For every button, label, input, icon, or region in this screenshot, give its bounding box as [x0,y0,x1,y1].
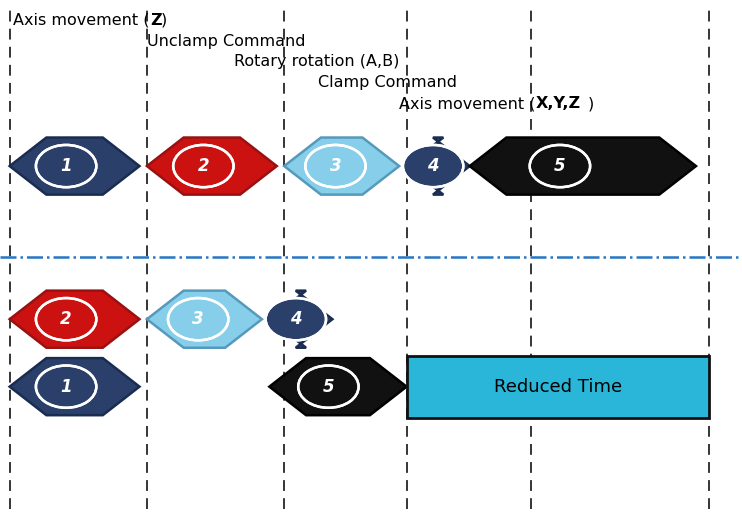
Polygon shape [269,358,407,415]
Polygon shape [10,358,139,415]
Circle shape [305,145,366,187]
Circle shape [266,298,326,340]
Circle shape [168,298,229,340]
Text: ): ) [588,96,594,111]
Text: X,Y,Z: X,Y,Z [536,96,581,111]
Text: Axis movement (: Axis movement ( [399,96,536,111]
Circle shape [173,145,234,187]
Text: 1: 1 [60,378,72,395]
Text: Reduced Time: Reduced Time [493,378,622,395]
Circle shape [403,145,463,187]
Text: Unclamp Command: Unclamp Command [147,34,306,49]
Polygon shape [147,138,277,195]
Polygon shape [269,291,332,348]
Text: 1: 1 [60,157,72,175]
Polygon shape [147,291,262,348]
FancyBboxPatch shape [407,356,709,418]
Circle shape [298,365,358,408]
Circle shape [36,365,96,408]
Text: 4: 4 [427,157,439,175]
Text: 5: 5 [554,157,565,175]
Text: Axis movement (: Axis movement ( [13,13,150,28]
Text: 5: 5 [323,378,334,395]
Circle shape [36,145,96,187]
Polygon shape [10,291,139,348]
Text: 3: 3 [329,157,341,175]
Text: 2: 2 [60,310,72,328]
Text: 4: 4 [290,310,302,328]
Text: 3: 3 [192,310,204,328]
Polygon shape [10,138,139,195]
Text: 2: 2 [197,157,209,175]
Polygon shape [407,138,470,195]
Text: ): ) [160,13,167,28]
Polygon shape [470,138,696,195]
Circle shape [530,145,590,187]
Text: Rotary rotation (A,B): Rotary rotation (A,B) [234,54,399,70]
Text: Z: Z [151,13,162,28]
Circle shape [36,298,96,340]
Text: Clamp Command: Clamp Command [318,75,456,90]
Polygon shape [284,138,399,195]
